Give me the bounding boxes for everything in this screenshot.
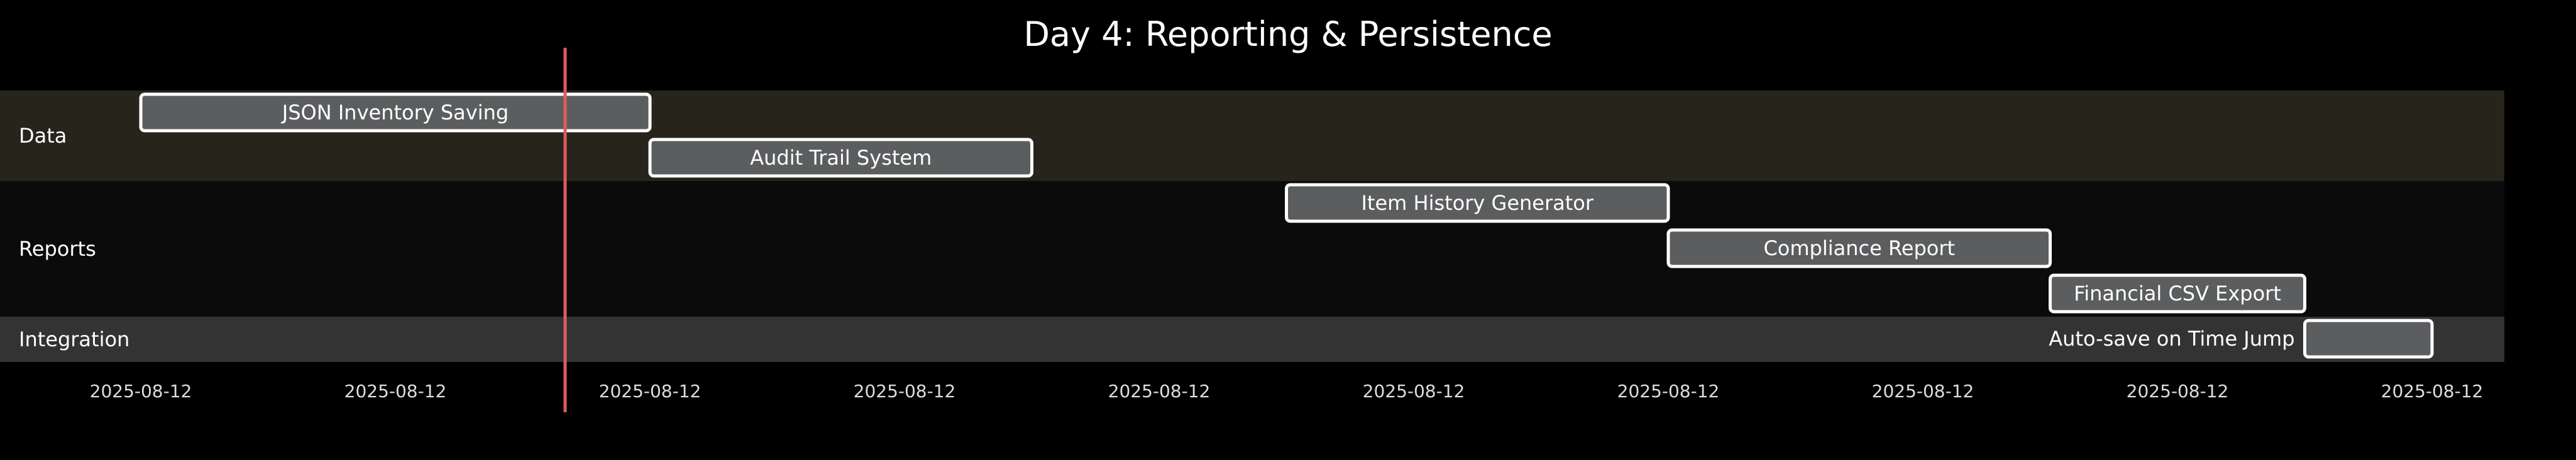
task-bar-item-history-generator (1285, 183, 1670, 223)
task-bar-auto-save-on-time-jump (2303, 319, 2434, 359)
x-tick-label: 2025-08-12 (1363, 381, 1465, 402)
time-axis: 2025-08-12 2025-08-12 2025-08-12 2025-08-12… (90, 381, 2484, 402)
task-bar-financial-csv-export (2049, 273, 2306, 314)
task-bar-json-inventory-saving (139, 92, 652, 133)
task-label-json-inventory-saving: JSON Inventory Saving (281, 101, 509, 124)
task-bar-audit-trail-system (648, 138, 1033, 178)
section-label-reports: Reports (19, 237, 96, 261)
chart-title: Day 4: Reporting & Persistence (1023, 14, 1552, 54)
task-label-auto-save-on-time-jump: Auto-save on Time Jump (2049, 327, 2294, 351)
x-tick-label: 2025-08-12 (599, 381, 702, 402)
x-tick-label: 2025-08-12 (90, 381, 192, 402)
section-band-integration (0, 317, 2504, 362)
section-labels: Data Reports Integration (19, 124, 129, 351)
x-tick-label: 2025-08-12 (1108, 381, 1211, 402)
section-label-integration: Integration (19, 327, 129, 351)
x-tick-label: 2025-08-12 (1872, 381, 1974, 402)
x-tick-label: 2025-08-12 (344, 381, 447, 402)
task-label-item-history-generator: Item History Generator (1361, 191, 1593, 215)
task-label-compliance-report: Compliance Report (1763, 236, 1955, 260)
task-bar-compliance-report (1666, 228, 2052, 268)
task-label-financial-csv-export: Financial CSV Export (2074, 282, 2281, 305)
x-tick-label: 2025-08-12 (2127, 381, 2229, 402)
task-label-audit-trail-system: Audit Trail System (750, 146, 932, 170)
x-tick-label: 2025-08-12 (854, 381, 956, 402)
section-label-data: Data (19, 124, 67, 148)
section-bands (0, 90, 2504, 362)
x-tick-label: 2025-08-12 (2381, 381, 2484, 402)
x-tick-label: 2025-08-12 (1617, 381, 1720, 402)
task-bars: JSON Inventory Saving Audit Trail System I… (139, 92, 2434, 359)
